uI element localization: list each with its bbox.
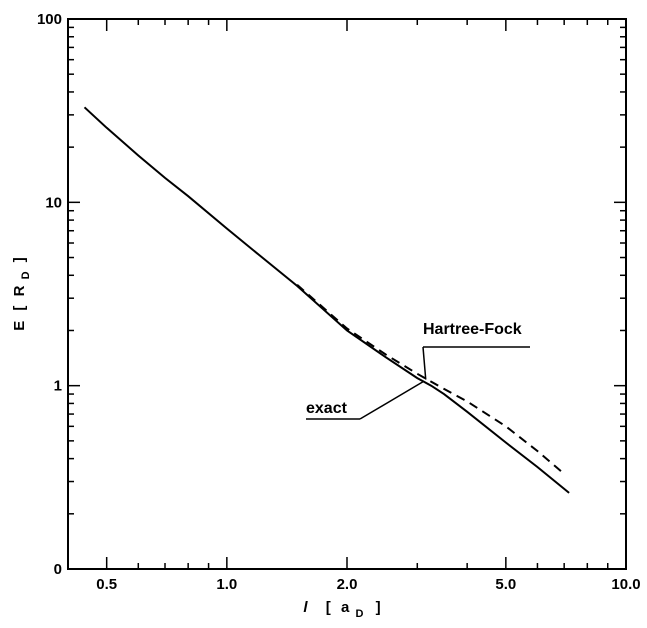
- y-axis-unit: R: [11, 285, 28, 296]
- y-axis-symbol: E: [11, 321, 28, 331]
- series-lines: [83, 106, 570, 494]
- y-tick-label: 100: [37, 11, 62, 28]
- annotation-leader: [422, 346, 427, 380]
- x-tick-label: 10.0: [611, 576, 640, 593]
- x-tick-label: 0.5: [96, 576, 117, 593]
- tick-labels: 0.5 1.0 2.0 5.0 10.0 0 1 10 100: [37, 11, 641, 593]
- y-tick-label: 10: [45, 194, 62, 211]
- annotations: Hartree-Fock exact: [306, 321, 530, 420]
- x-tick-label: 1.0: [216, 576, 237, 593]
- y-axis-bracket-close: ]: [11, 257, 28, 262]
- x-tick-label: 5.0: [495, 576, 516, 593]
- tick-marks: [67, 19, 627, 570]
- series-line-exact: [83, 106, 570, 494]
- series-line-hartree-fock: [296, 284, 565, 475]
- x-axis-symbol: l: [303, 599, 308, 616]
- y-tick-label: 1: [54, 378, 62, 395]
- x-axis-bracket-close: ]: [376, 599, 381, 616]
- x-tick-label: 2.0: [337, 576, 358, 593]
- x-axis-bracket-open: [: [326, 599, 331, 616]
- annotation-label: Hartree-Fock: [423, 321, 522, 338]
- y-axis-unit-subscript: D: [20, 271, 32, 279]
- x-axis-label: l [ a D ]: [303, 599, 380, 621]
- annotation-leader: [359, 381, 424, 420]
- plot-frame: [67, 18, 627, 570]
- y-axis-label: E [ R D ]: [11, 257, 33, 331]
- x-axis-unit-subscript: D: [355, 608, 363, 620]
- y-axis-bracket-open: [: [11, 306, 28, 311]
- y-tick-label: 0: [54, 561, 62, 578]
- x-axis-unit: a: [341, 599, 350, 616]
- annotation-label: exact: [306, 400, 348, 417]
